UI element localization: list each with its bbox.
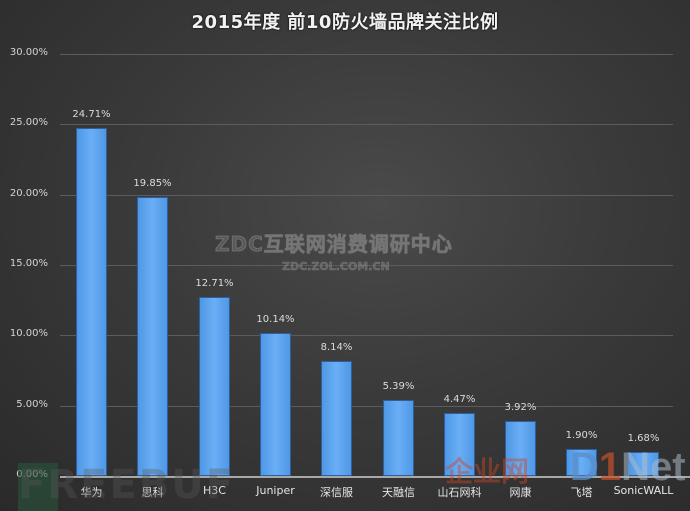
gridline — [60, 124, 673, 125]
x-tick-label: 深信服 — [320, 486, 353, 499]
gridline — [60, 335, 673, 336]
x-tick-label: H3C — [203, 484, 226, 497]
bar-value-label: 12.71% — [195, 278, 234, 289]
zdc-url-watermark: ZDC.ZOL.COM.CN — [282, 260, 390, 274]
chart-title: 2015年度 前10防火墙品牌关注比例 — [191, 12, 499, 33]
bar — [566, 449, 597, 476]
x-tick-label: 山石网科 — [437, 486, 482, 499]
bar — [383, 400, 414, 476]
gridline — [60, 195, 673, 196]
dnet-watermark: D1Net — [570, 445, 686, 489]
bar-value-label: 3.92% — [504, 402, 537, 413]
bar — [260, 333, 291, 476]
bar — [137, 197, 168, 476]
bar-value-label: 1.90% — [565, 430, 598, 441]
x-tick-label: 飞塔 — [570, 486, 593, 499]
bar-value-label: 1.68% — [627, 433, 660, 444]
bar-value-label: 8.14% — [320, 342, 353, 353]
y-tick-label: 30.00% — [9, 47, 48, 58]
gridline — [60, 54, 673, 55]
x-tick-label: 思科 — [141, 486, 164, 499]
x-tick-label: 天融信 — [382, 486, 415, 499]
gridline — [60, 265, 673, 266]
bar-value-label: 10.14% — [256, 314, 295, 325]
bar — [321, 361, 352, 476]
bar-value-label: 4.47% — [443, 394, 476, 405]
y-tick-label: 15.00% — [9, 258, 48, 269]
x-tick-label: Juniper — [256, 484, 295, 497]
freebuf-watermark: FREEBUF — [18, 462, 236, 508]
y-tick-label: 25.00% — [9, 117, 48, 128]
freebuf-logo-icon — [18, 463, 58, 511]
bar — [628, 452, 659, 476]
gridline — [60, 406, 673, 407]
y-tick-label: 20.00% — [9, 188, 48, 199]
zdc-watermark: ZDC互联网消费调研中心 — [215, 232, 453, 257]
bar-value-label: 5.39% — [382, 381, 415, 392]
x-tick-label: 网康 — [509, 486, 532, 499]
x-tick-label: SonicWALL — [613, 484, 674, 497]
bar — [444, 413, 475, 476]
bar — [199, 297, 230, 476]
bar-value-label: 24.71% — [72, 109, 111, 120]
qiye-watermark: 企业网 — [445, 455, 530, 488]
x-tick-label: 华为 — [80, 486, 103, 499]
bar — [505, 421, 536, 476]
y-tick-label: 10.00% — [9, 328, 48, 339]
bar-value-label: 19.85% — [133, 178, 172, 189]
x-axis-line — [60, 476, 690, 478]
y-tick-label: 5.00% — [16, 399, 48, 410]
bar — [76, 128, 107, 476]
